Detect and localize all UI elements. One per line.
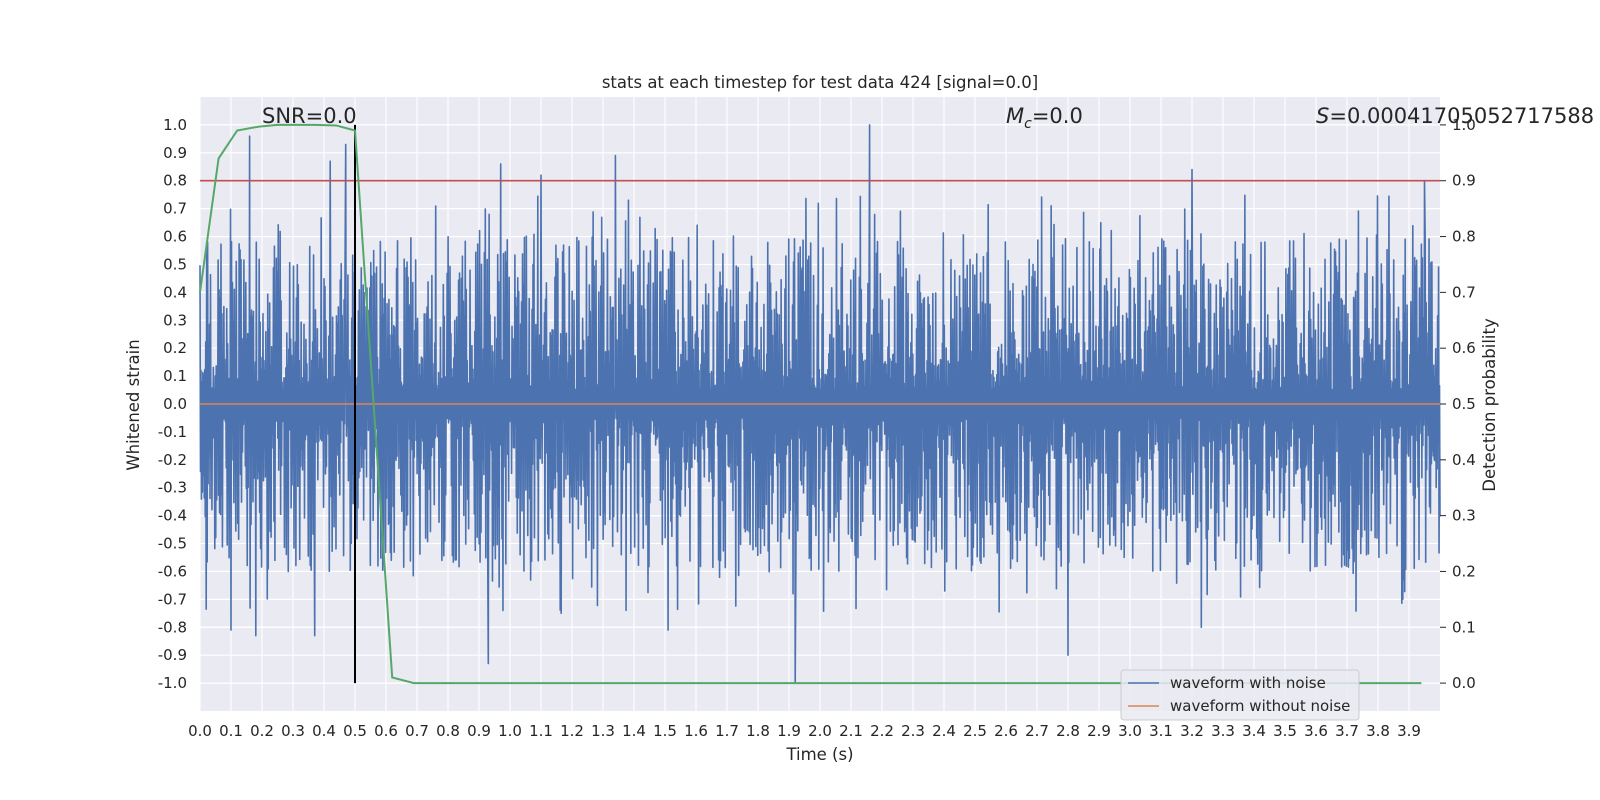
- x-tick-label: 1.1: [529, 722, 553, 740]
- x-tick-label: 2.3: [901, 722, 925, 740]
- x-tick-label: 1.9: [777, 722, 801, 740]
- detection-probability-line: [199, 123, 1422, 685]
- y-tick-label: 1.0: [163, 116, 187, 134]
- y-tick-label: 0.9: [163, 144, 187, 162]
- x-tick-label: 1.0: [498, 722, 522, 740]
- score-value: =0.00041705052717588: [1329, 104, 1594, 128]
- y-tick-label: -0.9: [158, 646, 187, 664]
- y2-tick-label: 0.7: [1452, 283, 1476, 301]
- y2-tick-label: 1.0: [1452, 116, 1476, 134]
- legend-label-clean: waveform without noise: [1170, 697, 1350, 715]
- x-tick-label: 2.7: [1025, 722, 1049, 740]
- noise-series-line: [199, 124, 1441, 684]
- y-tick-label: 0.0: [163, 395, 187, 413]
- y2-tick-label: 0.3: [1452, 507, 1476, 525]
- y-tick-label: 0.5: [163, 255, 187, 273]
- x-tick-label: 0.5: [343, 722, 367, 740]
- x-tick-label: 3.7: [1335, 722, 1359, 740]
- x-tick-label: 2.8: [1056, 722, 1080, 740]
- chirp-mass-symbol: M: [1006, 104, 1024, 128]
- y2-axis-ticks: 1.0 0.9 0.8 0.7 0.6 0.5 0.4 0.3 0.2 0.1 0.0: [1440, 116, 1476, 692]
- y-tick-label: -0.4: [158, 507, 187, 525]
- y-tick-label: -0.2: [158, 451, 187, 469]
- x-tick-label: 0.8: [436, 722, 460, 740]
- x-tick-label: 1.8: [746, 722, 770, 740]
- x-tick-label: 2.4: [932, 722, 956, 740]
- chirp-mass-subscript: c: [1024, 116, 1032, 132]
- x-tick-label: 0.6: [374, 722, 398, 740]
- legend-box: [1120, 669, 1360, 721]
- x-axis-label: Time (s): [785, 745, 853, 764]
- x-tick-label: 0.7: [405, 722, 429, 740]
- y2-tick-label: 0.4: [1452, 451, 1476, 469]
- noisy-waveform: [199, 124, 1441, 684]
- x-tick-label: 1.5: [653, 722, 677, 740]
- legend: waveform with noise waveform without noi…: [1120, 669, 1360, 721]
- y-tick-label: -0.5: [158, 535, 187, 553]
- x-tick-label: 0.9: [467, 722, 491, 740]
- x-tick-label: 1.6: [684, 722, 708, 740]
- y2-tick-label: 0.2: [1452, 562, 1476, 580]
- y-tick-label: 0.3: [163, 311, 187, 329]
- x-tick-label: 0.4: [312, 722, 336, 740]
- y2-axis-label: Detection probability: [1480, 318, 1499, 492]
- snr-annotation: SNR=0.0: [262, 104, 357, 128]
- y-tick-label: -0.7: [158, 590, 187, 608]
- x-tick-label: 0.3: [281, 722, 305, 740]
- legend-label-noise: waveform with noise: [1170, 674, 1326, 692]
- chirp-mass-annotation: Mc=0.0: [1006, 104, 1083, 132]
- y2-tick-label: 0.1: [1452, 618, 1476, 636]
- y-tick-label: -0.1: [158, 423, 187, 441]
- y2-tick-label: 0.9: [1452, 172, 1476, 190]
- y-axis-label: Whitened strain: [124, 339, 143, 470]
- x-tick-label: 2.1: [839, 722, 863, 740]
- x-tick-label: 3.1: [1149, 722, 1173, 740]
- x-tick-label: 1.4: [622, 722, 646, 740]
- score-symbol: S: [1316, 104, 1329, 128]
- y2-tick-label: 0.5: [1452, 395, 1476, 413]
- y-axis-ticks: 1.0 0.9 0.8 0.7 0.6 0.5 0.4 0.3 0.2 0.1 0.0 -0.1 -0.…: [158, 116, 187, 692]
- y-tick-label: -0.6: [158, 562, 187, 580]
- x-tick-label: 3.2: [1180, 722, 1204, 740]
- x-tick-label: 1.3: [591, 722, 615, 740]
- x-tick-label: 2.5: [963, 722, 987, 740]
- y-tick-label: 0.4: [163, 283, 187, 301]
- y-tick-label: 0.7: [163, 200, 187, 218]
- x-tick-label: 3.5: [1273, 722, 1297, 740]
- y-tick-label: -0.8: [158, 618, 187, 636]
- y-tick-label: -1.0: [158, 674, 187, 692]
- x-tick-label: 1.2: [560, 722, 584, 740]
- y-tick-label: 0.6: [163, 228, 187, 246]
- y-tick-label: 0.8: [163, 172, 187, 190]
- x-tick-label: 3.0: [1118, 722, 1142, 740]
- y-tick-label: -0.3: [158, 479, 187, 497]
- x-axis-ticks: 0.0 0.1 0.2 0.3 0.4 0.5 0.6 0.7 0.8 0.9 1.0 1.1 1.2 1…: [188, 722, 1421, 740]
- x-tick-label: 2.9: [1087, 722, 1111, 740]
- x-tick-label: 3.8: [1366, 722, 1390, 740]
- y2-tick-label: 0.0: [1452, 674, 1476, 692]
- y-tick-label: 0.2: [163, 339, 187, 357]
- x-tick-label: 2.0: [808, 722, 832, 740]
- x-tick-label: 0.2: [250, 722, 274, 740]
- x-tick-label: 3.3: [1211, 722, 1235, 740]
- y2-tick-label: 0.6: [1452, 339, 1476, 357]
- x-tick-label: 0.1: [219, 722, 243, 740]
- chart-title: stats at each timestep for test data 424…: [602, 73, 1038, 92]
- x-tick-label: 2.2: [870, 722, 894, 740]
- chirp-mass-value: =0.0: [1032, 104, 1083, 128]
- overlays: [199, 123, 1440, 685]
- x-tick-label: 3.4: [1242, 722, 1266, 740]
- x-tick-label: 3.9: [1397, 722, 1421, 740]
- x-tick-label: 1.7: [715, 722, 739, 740]
- x-tick-label: 2.6: [994, 722, 1018, 740]
- x-tick-label: 3.6: [1304, 722, 1328, 740]
- x-tick-label: 0.0: [188, 722, 212, 740]
- score-annotation: S=0.00041705052717588: [1316, 104, 1594, 128]
- y2-tick-label: 0.8: [1452, 228, 1476, 246]
- y-tick-label: 0.1: [163, 367, 187, 385]
